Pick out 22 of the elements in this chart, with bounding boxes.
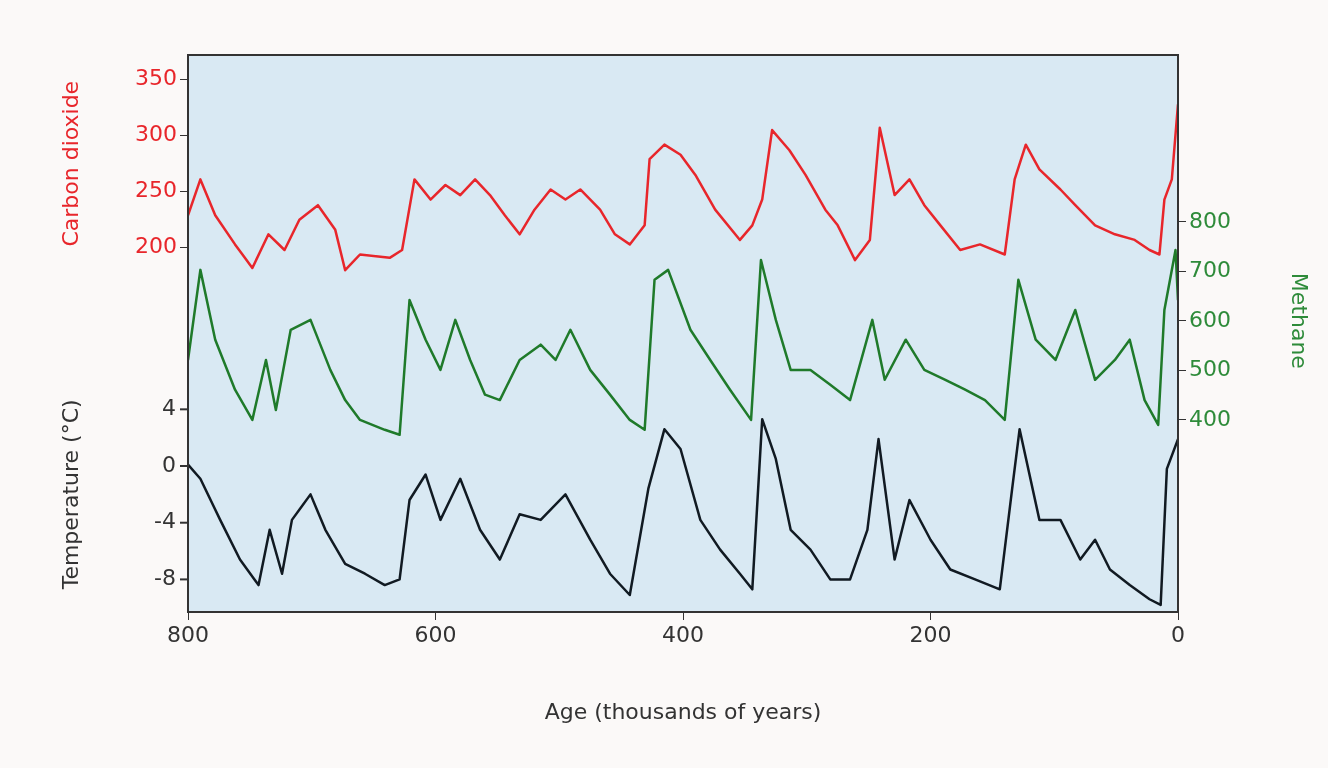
y2-tick-label: 700 — [1189, 257, 1231, 283]
y-tick-label: 300 — [135, 121, 177, 147]
y2-tick-label: 500 — [1189, 356, 1231, 382]
y2-axis-title: Methane — [1287, 272, 1313, 369]
y3-tick-label: 4 — [162, 395, 176, 421]
y-tick-label: 350 — [135, 65, 177, 91]
x-tick-label: 600 — [414, 621, 457, 647]
y2-tick-label: 400 — [1189, 405, 1231, 431]
x-tick-label: 800 — [167, 621, 209, 647]
y3-tick-label: 0 — [162, 451, 176, 477]
y2-tick-label: 800 — [1189, 207, 1231, 233]
y3-axis-title: Temperature (°C) — [57, 399, 83, 591]
y3-tick-label: -4 — [154, 508, 176, 534]
y3-tick-label: -8 — [154, 565, 176, 591]
x-tick-label: 0 — [1171, 621, 1185, 647]
y-axis-title: Carbon dioxide — [57, 80, 83, 247]
y-tick-label: 250 — [135, 177, 177, 203]
y-tick-label: 200 — [135, 233, 177, 259]
x-axis-title: Age (thousands of years) — [544, 698, 822, 724]
x-tick-label: 200 — [909, 621, 952, 647]
x-tick-label: 400 — [662, 621, 704, 647]
y2-tick-label: 600 — [1189, 306, 1231, 332]
